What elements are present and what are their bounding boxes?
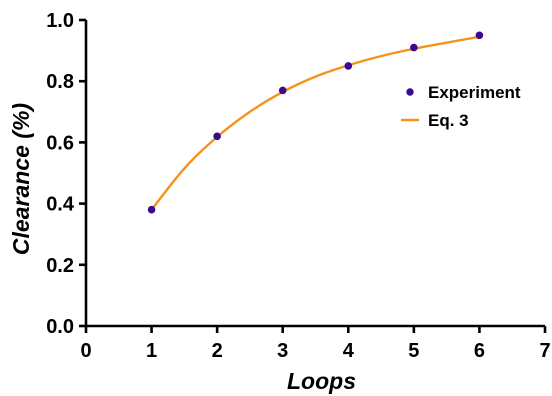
y-tick-label: 0.2: [46, 255, 74, 277]
y-tick-label: 0.4: [46, 194, 75, 216]
x-tick-label: 2: [212, 340, 223, 362]
x-axis-ticks: 0 1 2 3 4 5 6 7: [80, 326, 551, 362]
series-line-eq3: [150, 35, 481, 211]
y-tick-label: 0.6: [46, 132, 74, 154]
y-tick-label: 0.0: [46, 316, 74, 338]
x-tick-label: 5: [408, 340, 419, 362]
x-tick-label: 7: [539, 340, 550, 362]
y-axis-ticks: 0.0 0.2 0.4 0.6 0.8 1.0: [46, 10, 86, 338]
legend-label-eq3: Eq. 3: [428, 111, 469, 130]
data-point: [213, 132, 221, 141]
y-axis-title: Clearance (%): [8, 103, 34, 255]
legend: Experiment Eq. 3: [401, 83, 521, 130]
data-point: [410, 43, 418, 52]
data-point: [147, 205, 156, 214]
data-point: [475, 31, 484, 40]
data-point: [344, 62, 353, 70]
series-points-experiment: [147, 31, 484, 214]
x-tick-label: 4: [343, 340, 355, 362]
x-tick-label: 1: [146, 340, 157, 362]
legend-label-experiment: Experiment: [428, 83, 521, 102]
x-tick-label: 3: [277, 340, 288, 362]
x-axis-title: Loops: [287, 368, 356, 394]
legend-marker-experiment: [406, 88, 414, 96]
x-tick-label: 6: [474, 340, 485, 362]
x-tick-label: 0: [80, 340, 91, 362]
data-point: [278, 86, 287, 95]
y-tick-label: 1.0: [46, 10, 74, 32]
y-tick-label: 0.8: [46, 71, 74, 93]
